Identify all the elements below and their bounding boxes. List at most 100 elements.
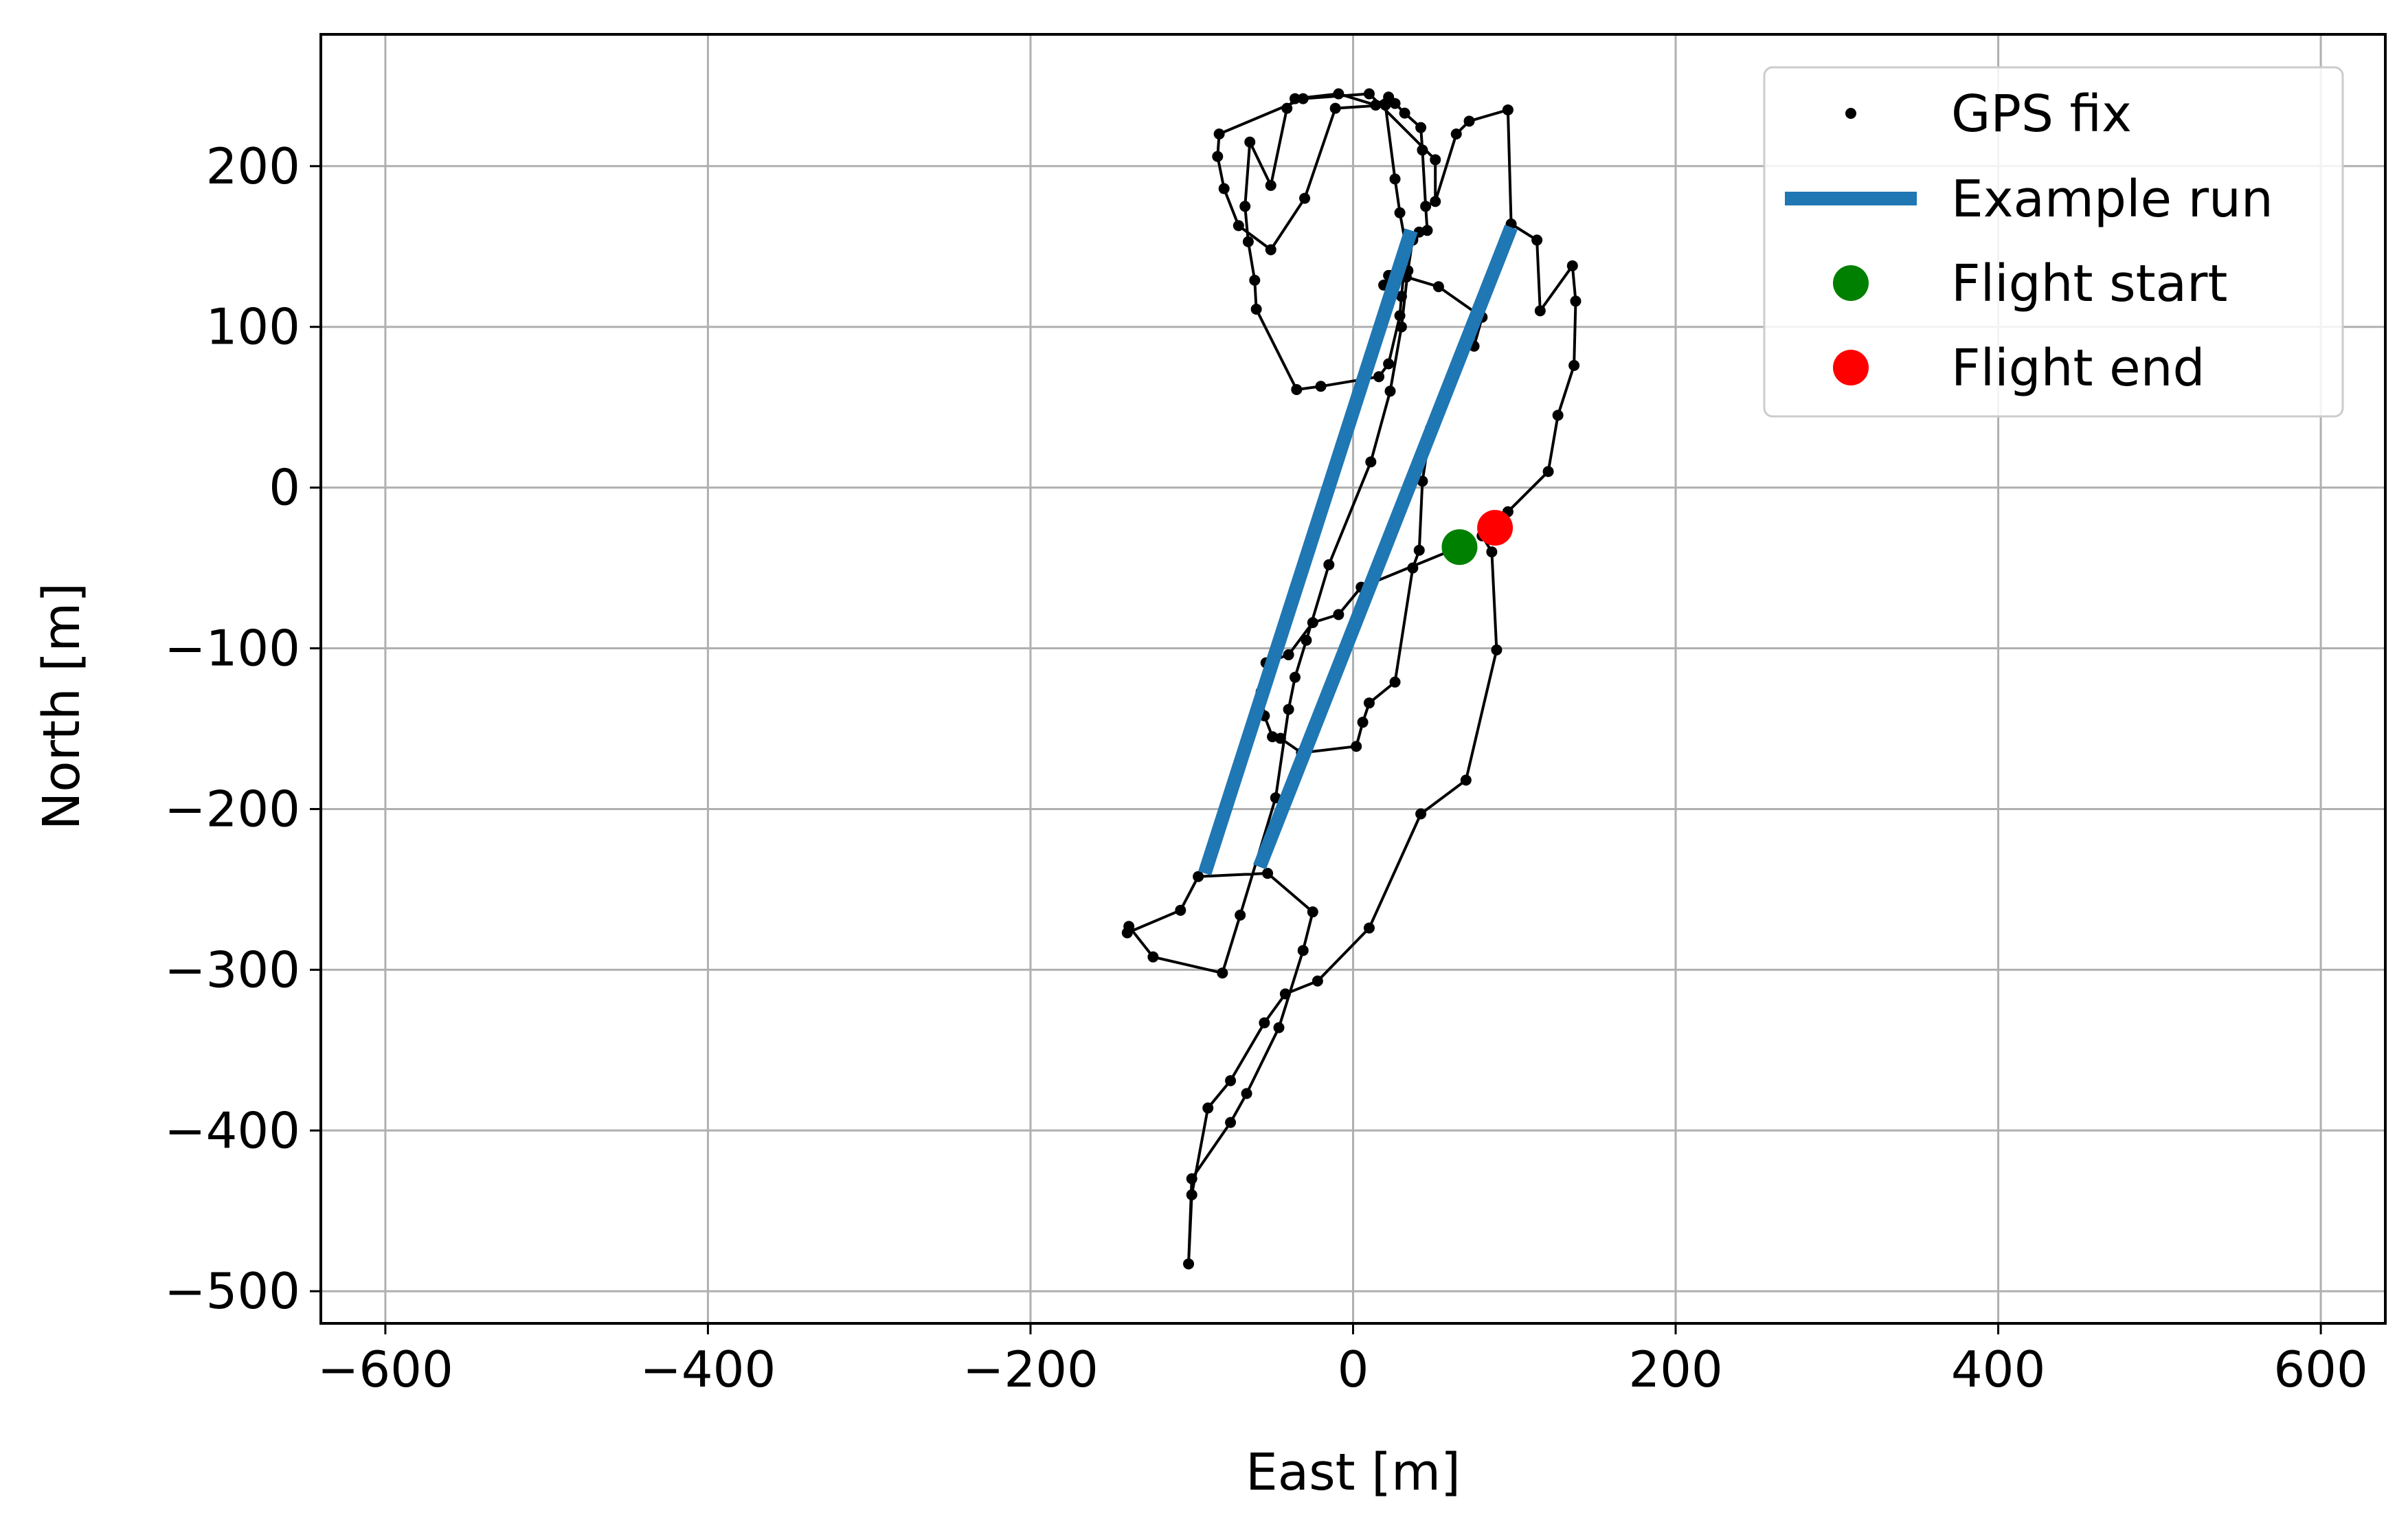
gps-fix-point — [1186, 1189, 1197, 1200]
gps-fix-point — [1552, 410, 1564, 421]
gps-fix-point — [1279, 988, 1291, 1000]
x-tick-label: −200 — [963, 1341, 1099, 1398]
legend-label: Flight end — [1951, 339, 2205, 398]
y-tick-label: 0 — [269, 459, 300, 517]
gps-fix-point — [1415, 122, 1427, 133]
gps-fix-point — [1175, 904, 1186, 916]
gps-fix-point — [1363, 697, 1375, 709]
gps-fix-point — [1312, 975, 1323, 987]
gps-fix-point — [1307, 617, 1318, 629]
gps-fix-point — [1274, 732, 1286, 744]
gps-fix-point — [1213, 128, 1225, 140]
gps-fix-point — [1265, 244, 1276, 256]
ticks: −600 −400 −200 0 200 400 600 −500 −400 −300 −200 −1… — [164, 137, 2368, 1398]
gps-fix-point — [1235, 909, 1246, 921]
gps-fix-point — [1273, 1022, 1285, 1033]
gps-fix-point — [1307, 906, 1318, 918]
gps-fix-point — [1218, 183, 1230, 194]
gps-fix-point — [1430, 154, 1441, 166]
gps-fix-point — [1568, 359, 1580, 371]
gps-fix-point — [1217, 967, 1228, 979]
gps-fix-point — [1301, 634, 1312, 646]
gps-fix-point — [1534, 305, 1546, 317]
y-tick-label: −100 — [164, 620, 300, 677]
legend-flight-end-icon — [1833, 350, 1869, 385]
gps-fix-point — [1147, 951, 1159, 963]
gps-fix-point — [1415, 808, 1427, 820]
gps-fix-point — [1394, 207, 1406, 218]
gps-fix-point — [1570, 295, 1582, 307]
gps-fix-point — [1249, 274, 1261, 286]
gps-fix-point — [1542, 466, 1554, 478]
example-run-line — [1253, 225, 1518, 870]
gps-fix-point — [1432, 281, 1444, 293]
y-tick-label: 200 — [206, 137, 300, 195]
gps-fix-point — [1380, 99, 1391, 111]
gps-fix-point — [1323, 559, 1335, 570]
gps-fix-point — [1384, 385, 1396, 397]
x-tick-label: 200 — [1628, 1341, 1722, 1398]
x-tick-label: −600 — [317, 1341, 453, 1398]
gps-fix-point — [1531, 234, 1543, 246]
gps-fix-point — [1389, 173, 1401, 185]
legend: GPS fix Example run Flight start Flight end — [1763, 66, 2344, 418]
gps-fix-point — [1389, 676, 1401, 688]
gps-fix-point — [1365, 456, 1377, 468]
gps-fix-point — [1373, 371, 1385, 383]
gps-fix-point — [1566, 260, 1578, 271]
gps-fix-point — [1283, 649, 1294, 660]
legend-box — [1763, 66, 2344, 418]
example-run-line — [1197, 228, 1418, 876]
gps-fix-point — [1486, 546, 1498, 558]
x-axis-label: East [m] — [1246, 1443, 1461, 1502]
gps-fix-point — [1281, 102, 1293, 114]
gps-fix-point — [1297, 945, 1309, 956]
gps-fix-point — [1299, 192, 1311, 204]
legend-flight-start-icon — [1833, 265, 1869, 301]
gps-fix-point — [1297, 93, 1309, 104]
gps-fix-point — [1259, 1017, 1270, 1029]
flight-end-marker — [1477, 510, 1514, 546]
gps-fix-point — [1399, 107, 1410, 119]
gps-fix-point — [1394, 310, 1406, 322]
gps-fix-point — [1225, 1075, 1237, 1086]
plot-area — [1121, 88, 1582, 1270]
gps-fix-point — [1351, 741, 1362, 752]
legend-label: Flight start — [1951, 254, 2227, 313]
gps-fix-point — [1186, 1173, 1197, 1185]
legend-label: Example run — [1951, 170, 2273, 229]
y-tick-label: −400 — [164, 1101, 300, 1159]
gps-fix-point — [1370, 99, 1382, 111]
legend-label: GPS fix — [1951, 85, 2132, 144]
gps-fix-point — [1329, 102, 1341, 114]
gps-fix-point — [1407, 562, 1419, 574]
gps-fix-point — [1333, 609, 1344, 620]
gps-fix-point — [1315, 381, 1327, 392]
gps-fix-point — [1333, 88, 1344, 100]
x-tick-label: 0 — [1338, 1341, 1369, 1398]
gps-fix-point — [1250, 303, 1262, 315]
x-tick-label: 600 — [2273, 1341, 2367, 1398]
gps-fix-point — [1244, 136, 1256, 148]
gps-fix-point — [1239, 201, 1251, 212]
gps-fix-point — [1289, 93, 1301, 104]
gps-fix-point — [1463, 115, 1475, 127]
gps-fix-point — [1283, 704, 1294, 715]
gps-fix-point — [1212, 150, 1224, 162]
gps-fix-point — [1413, 544, 1425, 556]
y-axis-label: North [m] — [32, 583, 91, 830]
gps-fix-point — [1357, 717, 1369, 728]
gps-fix-point — [1233, 220, 1244, 232]
legend-gps-fix-icon — [1845, 108, 1856, 119]
gps-fix-point — [1291, 383, 1303, 395]
gps-fix-point — [1363, 922, 1375, 934]
gps-fix-point — [1460, 774, 1472, 786]
y-tick-label: −500 — [164, 1262, 300, 1320]
gps-fix-point — [1421, 225, 1433, 236]
y-tick-label: 100 — [206, 298, 300, 356]
gps-fix-point — [1241, 1088, 1252, 1099]
gps-fix-point — [1262, 868, 1274, 879]
gps-fix-point — [1420, 201, 1432, 212]
gps-fix-point — [1225, 1117, 1237, 1128]
